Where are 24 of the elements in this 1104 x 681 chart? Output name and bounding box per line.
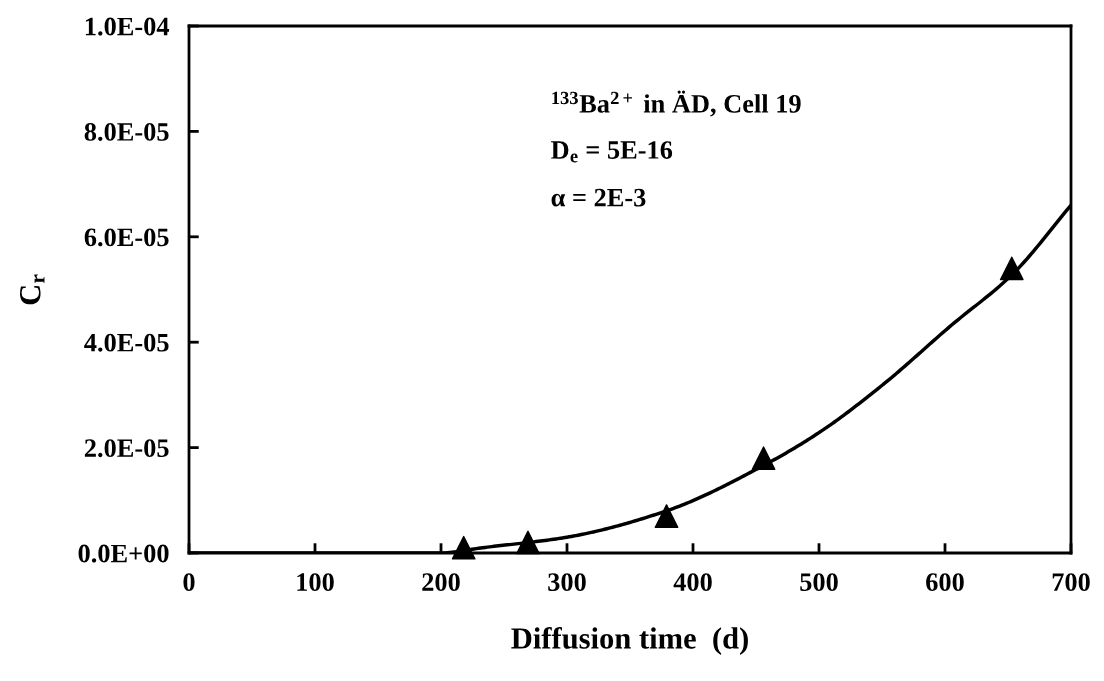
y-tick-label: 6.0E-05 bbox=[84, 228, 169, 247]
y-axis-title: C$_{r}$ bbox=[20, 274, 45, 305]
x-tick-label: 700 bbox=[1052, 573, 1090, 592]
x-tick-label: 300 bbox=[548, 573, 586, 592]
annotation: $^{133}$Ba$^{2+}$ in ÄD, Cell 19 bbox=[552, 90, 801, 117]
x-tick-label: 0 bbox=[183, 573, 195, 592]
x-tick-label: 600 bbox=[926, 573, 964, 592]
x-axis-title: Diffusion time (d) bbox=[511, 626, 748, 655]
y-tick-label: 1.0E-04 bbox=[85, 17, 170, 36]
point bbox=[654, 504, 679, 529]
point bbox=[451, 535, 476, 560]
x-tick-label: 400 bbox=[673, 573, 712, 592]
x-tick-label: 200 bbox=[422, 573, 460, 592]
point bbox=[516, 530, 540, 555]
y-tick-label: 8.0E-05 bbox=[84, 123, 169, 141]
annotation: D$_{e}$ = 5E-16 bbox=[551, 141, 673, 163]
point bbox=[999, 256, 1024, 281]
x-tick-label: 100 bbox=[297, 573, 334, 592]
y-tick-label: 0.0E+00 bbox=[78, 544, 169, 563]
y-tick-label: 4.0E-05 bbox=[84, 333, 169, 352]
annotation: α = 2E-3 bbox=[551, 188, 646, 207]
x-tick-label: 500 bbox=[800, 573, 838, 592]
point bbox=[751, 446, 776, 471]
y-tick-label: 2.0E-05 bbox=[84, 439, 169, 458]
